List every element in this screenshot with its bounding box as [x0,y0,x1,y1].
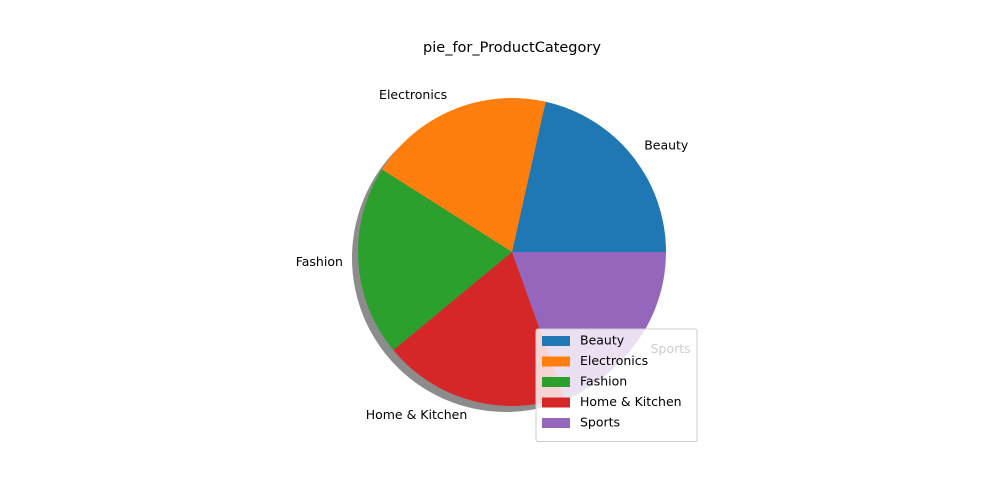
slice-home-kitchen [393,252,565,407]
slice-label-home-kitchen: Home & Kitchen [366,407,468,422]
legend-swatch-fashion [542,377,570,387]
legend-label-electronics: Electronics [580,353,648,368]
slice-sports [512,252,666,397]
legend-label-home-kitchen: Home & Kitchen [580,394,682,409]
legend-box [535,328,698,442]
legend-label-sports: Sports [580,415,620,430]
legend-label-beauty: Beauty [580,333,625,348]
slice-label-fashion: Fashion [296,254,343,269]
legend: Beauty Electronics Fashion Home & Kitchen Sp… [535,328,698,442]
chart-title: pie_for_ProductCategory [423,40,601,56]
slice-label-beauty: Beauty [644,138,689,153]
slice-electronics [381,98,546,253]
legend-swatch-electronics [542,356,570,367]
legend-label-fashion: Fashion [580,374,627,389]
legend-swatch-home-kitchen [542,397,570,408]
legend-swatch-sports [542,418,570,428]
slice-beauty [512,101,666,253]
pie-slices [357,98,666,407]
slice-fashion [357,169,512,351]
slice-label-electronics: Electronics [379,87,447,102]
legend-swatch-beauty [542,336,570,346]
